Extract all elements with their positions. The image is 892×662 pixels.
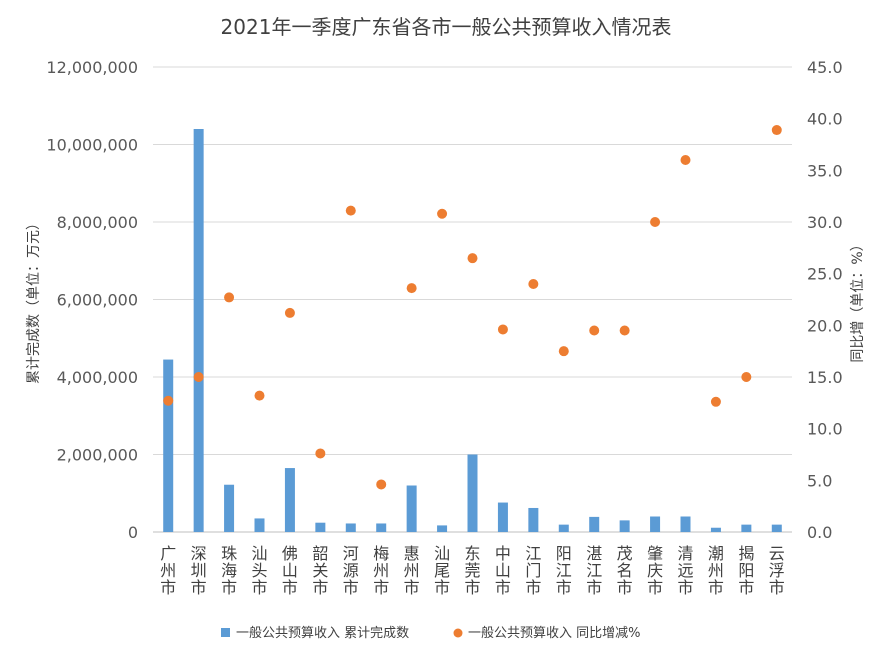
- category-label: 揭阳市: [738, 544, 754, 597]
- bar-series: [163, 129, 782, 532]
- bar: [163, 359, 174, 532]
- bar: [193, 129, 204, 532]
- scatter-point: [680, 155, 691, 165]
- scatter-series: [163, 125, 782, 490]
- bar: [680, 516, 691, 532]
- right-tick-label: 15.0: [807, 368, 843, 387]
- scatter-point: [284, 307, 295, 318]
- chart-title: 2021年一季度广东省各市一般公共预算收入情况表: [221, 15, 672, 39]
- category-label: 汕头市: [251, 544, 267, 597]
- bar: [619, 520, 630, 532]
- bar: [315, 522, 326, 532]
- legend-dot-label: 一般公共预算收入 同比增减%: [468, 625, 641, 641]
- category-label: 广州市: [160, 544, 176, 597]
- category-label: 韶关市: [312, 544, 328, 597]
- scatter-point: [619, 325, 630, 336]
- scatter-point: [467, 253, 478, 264]
- category-label: 惠州市: [404, 544, 420, 597]
- category-label: 肇庆市: [647, 544, 663, 597]
- scatter-point: [650, 217, 661, 227]
- scatter-point: [345, 205, 356, 216]
- left-tick-label: 12,000,000: [46, 58, 138, 77]
- right-tick-label: 5.0: [807, 471, 832, 490]
- scatter-point: [558, 346, 569, 357]
- category-label: 湛江市: [586, 544, 602, 597]
- scatter-point: [376, 479, 387, 490]
- gridlines: [153, 66, 792, 533]
- category-label: 阳江市: [556, 544, 572, 597]
- left-tick-label: 8,000,000: [57, 213, 138, 232]
- legend-bar-swatch: [221, 628, 230, 637]
- category-label: 茂名市: [617, 544, 633, 597]
- legend: 一般公共预算收入 累计完成数 一般公共预算收入 同比增减%: [221, 625, 641, 641]
- category-label: 佛山市: [282, 544, 298, 597]
- bar: [406, 485, 417, 532]
- right-tick-label: 20.0: [807, 316, 843, 335]
- scatter-point: [741, 372, 752, 382]
- right-tick-label: 10.0: [807, 420, 843, 439]
- category-label: 东莞市: [464, 544, 480, 597]
- left-axis-ticks: 0 2,000,000 4,000,000 6,000,000 8,000,000 10,…: [46, 58, 138, 542]
- scatter-point: [437, 208, 448, 219]
- scatter-point: [254, 390, 265, 401]
- category-labels: 广州市深圳市珠海市汕头市佛山市韶关市河源市梅州市惠州市汕尾市东莞市中山市江门市阳…: [160, 544, 785, 597]
- bar: [650, 516, 661, 532]
- scatter-point: [528, 279, 539, 289]
- right-tick-label: 30.0: [807, 213, 843, 232]
- bar: [284, 468, 295, 532]
- right-axis-label: 同比增（单位：%）: [850, 237, 866, 362]
- category-label: 河源市: [343, 544, 359, 597]
- bar: [376, 523, 387, 532]
- bar: [254, 518, 265, 532]
- bar: [589, 516, 600, 532]
- bar: [467, 454, 478, 532]
- category-label: 珠海市: [221, 544, 237, 597]
- scatter-point: [589, 325, 600, 336]
- right-tick-label: 35.0: [807, 161, 843, 180]
- category-label: 清远市: [677, 544, 693, 597]
- bar: [771, 524, 782, 532]
- category-label: 汕尾市: [434, 544, 450, 597]
- right-tick-label: 25.0: [807, 265, 843, 284]
- bar: [224, 484, 235, 532]
- scatter-point: [710, 396, 721, 407]
- legend-bar-label: 一般公共预算收入 累计完成数: [236, 625, 409, 641]
- category-label: 云浮市: [769, 544, 785, 597]
- right-tick-label: 40.0: [807, 110, 843, 129]
- legend-dot-swatch: [453, 628, 463, 638]
- category-label: 中山市: [495, 544, 511, 597]
- bar: [345, 523, 356, 532]
- left-tick-label: 10,000,000: [46, 136, 138, 155]
- bar: [437, 525, 448, 532]
- right-tick-label: 45.0: [807, 58, 843, 77]
- bar: [558, 524, 569, 532]
- category-label: 梅州市: [373, 544, 389, 597]
- right-tick-label: 0.0: [807, 523, 832, 542]
- scatter-point: [771, 125, 782, 136]
- scatter-point: [193, 372, 204, 382]
- bar: [710, 527, 721, 532]
- left-tick-label: 0: [128, 523, 138, 542]
- bar: [497, 502, 508, 532]
- left-tick-label: 2,000,000: [57, 446, 138, 465]
- category-label: 深圳市: [191, 544, 207, 597]
- bar: [741, 524, 752, 532]
- scatter-point: [406, 283, 417, 294]
- right-axis-ticks: 0.0 5.0 10.0 15.0 20.0 25.0 30.0 35.0 40.0 45.0: [807, 58, 843, 542]
- category-label: 江门市: [525, 544, 541, 597]
- left-tick-label: 4,000,000: [57, 368, 138, 387]
- bar: [528, 507, 539, 532]
- category-label: 潮州市: [708, 544, 724, 597]
- scatter-point: [497, 324, 508, 335]
- left-axis-label: 累计完成数（单位：万元）: [26, 216, 42, 384]
- left-tick-label: 6,000,000: [57, 291, 138, 310]
- scatter-point: [224, 292, 235, 303]
- scatter-point: [163, 395, 174, 406]
- scatter-point: [315, 448, 326, 459]
